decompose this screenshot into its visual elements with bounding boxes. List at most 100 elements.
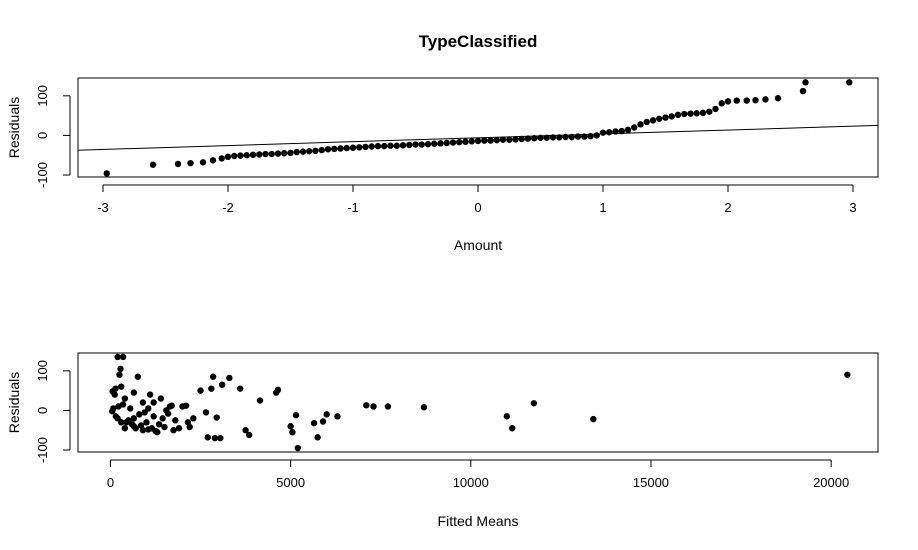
data-point: [130, 389, 138, 396]
data-point: [752, 96, 759, 104]
data-point: [143, 419, 150, 426]
plot-frame: [77, 352, 879, 453]
data-point: [687, 110, 694, 117]
data-point: [224, 153, 232, 161]
data-point: [174, 160, 182, 168]
data-point: [268, 150, 275, 158]
data-point: [393, 142, 400, 149]
data-point: [294, 444, 302, 452]
data-point: [103, 170, 110, 177]
data-point: [208, 385, 215, 392]
data-point: [110, 405, 117, 412]
x-tick-label: 1: [599, 200, 606, 215]
data-point: [846, 79, 853, 86]
data-point: [274, 150, 282, 157]
data-point: [310, 419, 318, 427]
data-point: [197, 387, 204, 394]
data-point: [693, 110, 700, 117]
data-point: [218, 381, 226, 388]
data-point: [130, 415, 138, 422]
x-axis-label: Fitted Means: [438, 513, 519, 529]
x-tick-label: 3: [849, 200, 856, 215]
x-tick-label: 20000: [813, 475, 849, 490]
data-point: [762, 96, 769, 103]
data-point: [512, 136, 519, 143]
data-point: [186, 423, 193, 431]
data-point: [293, 148, 300, 156]
data-point: [593, 132, 600, 139]
y-tick-label: -100: [35, 162, 50, 188]
data-point: [431, 140, 438, 147]
data-point: [319, 418, 327, 425]
data-point: [145, 405, 152, 412]
data-point: [182, 402, 190, 409]
data-point: [468, 138, 475, 145]
data-point: [349, 144, 357, 151]
data-point: [218, 155, 225, 162]
data-point: [574, 133, 582, 140]
data-point: [287, 423, 294, 430]
data-point: [802, 79, 809, 86]
data-point: [518, 135, 525, 143]
data-point: [312, 147, 319, 155]
data-point: [503, 413, 511, 420]
data-point: [249, 151, 257, 159]
data-point: [154, 429, 161, 436]
data-point: [568, 133, 575, 141]
data-point: [199, 159, 207, 166]
data-point: [406, 141, 413, 149]
data-point: [499, 136, 507, 143]
data-point: [531, 134, 538, 142]
data-point: [699, 109, 707, 117]
data-point: [449, 139, 457, 146]
data-point: [674, 111, 682, 119]
data-point: [662, 114, 669, 121]
data-point: [172, 417, 179, 424]
y-tick-label: 100: [35, 360, 50, 382]
data-point: [187, 159, 194, 167]
data-point: [668, 113, 675, 120]
x-tick-label: 15000: [633, 475, 669, 490]
x-axis: 0 5000 10000 15000 20000: [107, 459, 849, 490]
data-point: [418, 141, 425, 148]
data-point: [175, 425, 183, 432]
data-point: [562, 133, 569, 141]
data-point: [374, 142, 382, 150]
data-point: [643, 118, 650, 126]
data-point: [236, 385, 244, 392]
data-point: [211, 434, 219, 442]
data-point: [318, 146, 325, 154]
data-point: [424, 140, 432, 148]
data-point: [844, 371, 851, 378]
data-point: [209, 373, 217, 380]
data-point: [363, 402, 370, 409]
data-point: [119, 353, 127, 361]
fitted-residuals-panel: 0 5000 10000 15000 20000 -100 0 100 Fitted Means…: [6, 352, 879, 529]
y-tick-label: 100: [35, 85, 50, 107]
y-tick-label: 0: [35, 407, 50, 414]
data-point: [399, 142, 407, 149]
data-point: [712, 105, 719, 113]
qq-plot-panel: -3 -2 -1 0 1 2 3 -100 0 100 Amount Residuals: [6, 77, 879, 253]
data-point: [159, 415, 166, 422]
data-point: [537, 134, 544, 141]
data-point: [139, 399, 147, 406]
data-point: [116, 371, 123, 378]
x-tick-label: -3: [97, 200, 109, 215]
data-point: [190, 415, 197, 422]
chart-title: TypeClassified: [419, 32, 538, 51]
data-point: [437, 140, 444, 147]
data-point: [324, 146, 332, 153]
data-point: [155, 421, 163, 428]
data-point: [118, 419, 125, 426]
y-tick-label: -100: [35, 437, 50, 463]
data-point: [306, 148, 313, 155]
data-point: [314, 434, 321, 441]
data-point: [287, 149, 294, 157]
x-tick-label: 2: [724, 200, 731, 215]
x-axis: -3 -2 -1 0 1 2 3: [97, 184, 857, 215]
data-point: [706, 108, 713, 115]
y-axis: -100 0 100: [35, 360, 71, 463]
data-point: [118, 383, 125, 390]
